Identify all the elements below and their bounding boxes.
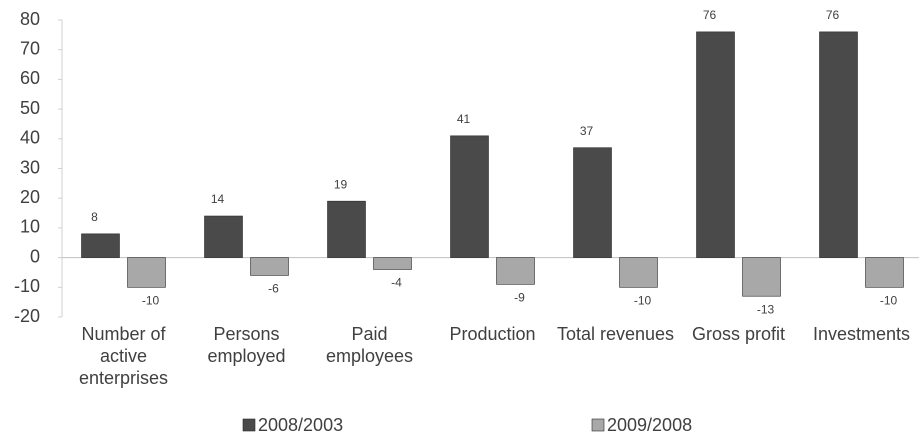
value-label: -6 (268, 282, 279, 296)
value-label: -9 (514, 291, 525, 305)
y-tick-label: 50 (20, 98, 40, 118)
y-tick-label: 0 (30, 246, 40, 266)
value-label: -13 (757, 302, 775, 316)
bar (373, 257, 412, 270)
bar (450, 135, 489, 258)
x-tick-label-box: Paid employees (325, 324, 414, 366)
x-tick-label-box: Total revenues (556, 324, 675, 344)
x-tick-label-box: Persons employed (207, 324, 286, 366)
x-tick-label: Gross profit (691, 324, 786, 344)
y-tick-label: 80 (20, 9, 40, 29)
legend-swatch (591, 418, 605, 432)
bar (327, 200, 366, 258)
bar (81, 233, 120, 258)
bar (127, 257, 166, 288)
value-label: -10 (880, 293, 898, 307)
y-tick-label: 30 (20, 157, 40, 177)
x-tick-label: Paid employees (325, 324, 414, 366)
y-tick-label: 60 (20, 68, 40, 88)
value-label: -10 (634, 293, 652, 307)
x-tick-label-box: Number of active enterprises (78, 324, 169, 388)
value-label: 14 (211, 192, 225, 206)
bar (742, 257, 781, 297)
value-label: 41 (457, 112, 471, 126)
x-tick-label: Production (449, 324, 536, 344)
x-tick-label-box: Investments (812, 324, 911, 344)
y-tick-label: 10 (20, 217, 40, 237)
legend-label: 2009/2008 (607, 415, 692, 435)
y-tick-label: -20 (14, 306, 40, 326)
value-label: 76 (703, 8, 717, 22)
bar (696, 31, 735, 258)
bar (496, 257, 535, 285)
value-label: 8 (91, 210, 98, 224)
x-tick-label-box: Gross profit (691, 324, 786, 344)
y-tick-label: -10 (14, 276, 40, 296)
y-tick-label: 20 (20, 187, 40, 207)
legend-label: 2008/2003 (258, 415, 343, 435)
bar (573, 147, 612, 258)
legend-swatch (242, 418, 256, 432)
value-label: 76 (826, 8, 840, 22)
x-tick-label: Investments (812, 324, 911, 344)
bar (865, 257, 904, 288)
x-tick-label: Total revenues (556, 324, 675, 344)
bar (619, 257, 658, 288)
value-label: 19 (334, 177, 348, 191)
y-tick-label: 70 (20, 38, 40, 58)
x-tick-label: Number of active enterprises (78, 324, 169, 388)
bar (250, 257, 289, 276)
x-tick-label-box: Production (449, 324, 536, 344)
value-label: -4 (391, 276, 402, 290)
bar (819, 31, 858, 258)
y-tick-label: 40 (20, 128, 40, 148)
bar (204, 215, 243, 258)
value-label: -10 (142, 293, 160, 307)
value-label: 37 (580, 124, 594, 138)
x-tick-label: Persons employed (207, 324, 286, 366)
